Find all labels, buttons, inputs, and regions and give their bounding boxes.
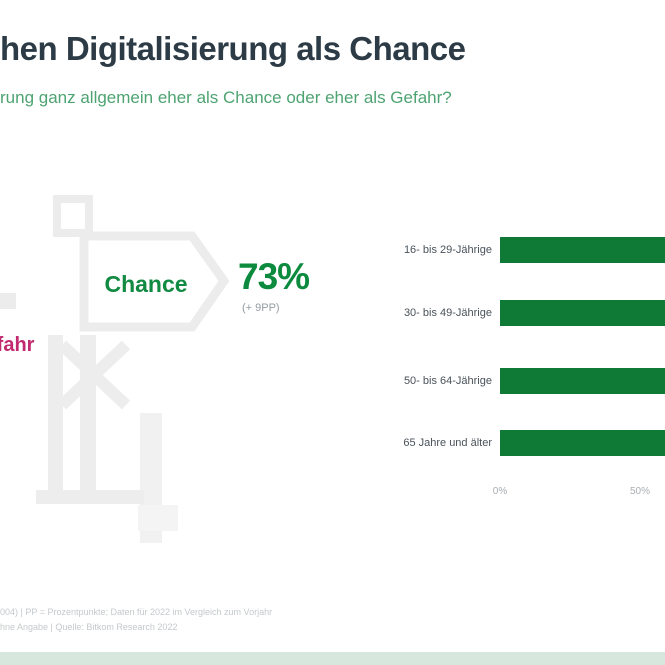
page-title: hen Digitalisierung als Chance: [0, 30, 466, 67]
highlight-value: 73%: [238, 256, 310, 297]
footnote-line-1: 004) | PP = Prozentpunkte; Daten für 202…: [0, 607, 273, 617]
axis-tick-fifty: 50%: [630, 486, 651, 497]
axis-tick-zero: 0%: [492, 486, 508, 497]
signpost-illustration: [0, 195, 230, 543]
signpost-cap: [53, 195, 93, 237]
bar: [500, 300, 665, 326]
footnote-line-2: hne Angabe | Quelle: Bitkom Research 202…: [0, 622, 178, 632]
arrow-sign: [79, 231, 230, 332]
signpost-leg-left: [48, 335, 63, 493]
chance-label: Chance: [104, 271, 188, 297]
signpost-base: [36, 490, 144, 504]
footer-strip: [0, 652, 665, 665]
bar: [500, 430, 665, 456]
bar: [500, 368, 665, 394]
signpost-base-right: [138, 505, 178, 531]
bar-label: 65 Jahre und älter: [403, 437, 492, 449]
gefahr-label: Gefahr: [0, 334, 35, 356]
page-subtitle: rung ganz allgemein eher als Chance oder…: [0, 88, 452, 107]
bar: [500, 237, 665, 263]
bar-label: 16- bis 29-Jährige: [403, 244, 492, 256]
signpost-leg-right: [80, 335, 96, 493]
footnote: 004) | PP = Prozentpunkte; Daten für 202…: [0, 605, 500, 635]
highlight-delta: (+ 9PP): [242, 302, 280, 314]
bar-label: 30- bis 49-Jährige: [403, 307, 492, 319]
bar-label: 50- bis 64-Jährige: [403, 375, 492, 387]
signpost-left-stub: [0, 293, 16, 309]
